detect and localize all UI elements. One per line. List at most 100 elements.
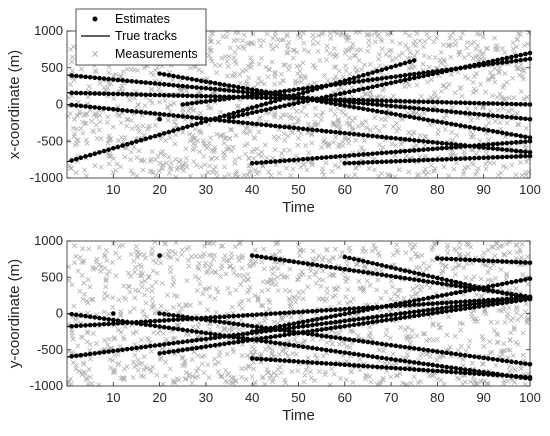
- measurement-mark: [251, 156, 257, 162]
- estimate-point: [180, 114, 186, 119]
- estimate-point: [347, 255, 352, 261]
- estimate-point: [254, 104, 260, 109]
- measurement-mark: [322, 72, 327, 78]
- estimate-point: [194, 345, 199, 351]
- estimate-point: [337, 319, 343, 324]
- measurement-mark: [223, 271, 229, 277]
- measurement-mark: [208, 56, 214, 62]
- estimate-point: [425, 311, 431, 317]
- measurement-mark: [487, 160, 493, 166]
- estimate-point: [337, 130, 343, 135]
- measurement-mark: [462, 165, 468, 171]
- estimate-point: [189, 76, 195, 82]
- estimate-point: [416, 74, 422, 80]
- measurement-mark: [155, 153, 161, 159]
- x-tick-label: 30: [199, 182, 213, 197]
- measurement-mark: [190, 324, 196, 330]
- estimate-point: [254, 109, 260, 115]
- measurement-mark: [350, 41, 356, 47]
- measurement-mark: [133, 248, 139, 254]
- measurement-mark: [505, 347, 511, 353]
- measurement-mark: [518, 255, 524, 260]
- estimate-point: [300, 126, 306, 132]
- estimate-point: [453, 279, 459, 285]
- measurement-mark: [491, 262, 497, 268]
- estimate-point: [263, 95, 269, 101]
- estimate-point: [300, 156, 306, 162]
- estimate-point: [481, 112, 487, 118]
- measurement-mark: [496, 172, 502, 178]
- measurement-mark: [275, 288, 281, 294]
- measurement-mark: [461, 149, 467, 155]
- measurement-mark: [390, 351, 396, 357]
- estimate-point: [277, 341, 283, 346]
- measurement-mark: [68, 46, 74, 52]
- measurement-mark: [294, 351, 300, 357]
- estimate-point: [277, 158, 283, 164]
- measurement-mark: [387, 335, 393, 341]
- estimate-point: [314, 84, 320, 90]
- measurement-mark: [111, 369, 117, 375]
- estimate-point: [509, 259, 514, 265]
- estimate-point: [208, 98, 213, 104]
- estimate-point: [180, 93, 186, 98]
- estimate-point: [421, 312, 426, 317]
- estimate-point: [129, 78, 135, 84]
- measurement-mark: [288, 172, 294, 178]
- estimate-point: [347, 267, 352, 273]
- measurement-mark: [156, 168, 162, 174]
- measurement-mark: [283, 350, 289, 356]
- estimate-point: [277, 89, 283, 95]
- measurement-mark: [376, 253, 382, 259]
- measurement-mark: [284, 50, 290, 56]
- measurement-mark: [442, 126, 448, 132]
- measurement-mark: [215, 323, 221, 329]
- estimate-point: [157, 351, 162, 356]
- measurement-mark: [430, 322, 436, 328]
- estimate-point: [157, 116, 162, 122]
- estimate-point: [523, 51, 528, 57]
- measurement-mark: [87, 284, 93, 290]
- estimate-point: [203, 336, 209, 342]
- estimate-point: [282, 124, 287, 130]
- measurement-mark: [255, 296, 261, 302]
- estimate-point: [323, 155, 329, 160]
- measurement-mark: [118, 120, 124, 126]
- estimate-point: [384, 264, 389, 269]
- measurement-mark: [413, 265, 419, 270]
- measurement-mark: [233, 132, 239, 138]
- measurement-mark: [489, 349, 495, 355]
- measurement-mark: [472, 318, 478, 324]
- estimate-point: [509, 279, 514, 285]
- measurement-mark: [173, 122, 179, 128]
- measurement-mark: [336, 300, 342, 306]
- estimate-point: [296, 126, 301, 131]
- measurement-mark: [402, 327, 408, 333]
- estimate-point: [111, 348, 116, 354]
- estimate-point: [328, 93, 334, 99]
- measurement-mark: [158, 303, 164, 309]
- estimate-point: [342, 350, 348, 355]
- estimate-point: [296, 309, 301, 315]
- estimate-point: [347, 89, 352, 95]
- estimate-point: [430, 146, 436, 152]
- measurement-mark: [291, 47, 297, 53]
- estimate-point: [254, 312, 260, 317]
- estimate-point: [222, 314, 227, 319]
- estimate-point: [157, 111, 162, 117]
- estimate-point: [171, 349, 176, 354]
- estimate-point: [259, 312, 264, 317]
- legend-measurement-x: [92, 51, 98, 57]
- estimate-point: [189, 338, 195, 344]
- estimate-point: [509, 54, 514, 60]
- measurement-mark: [477, 48, 483, 54]
- estimate-point: [323, 83, 329, 88]
- measurement-mark: [474, 168, 480, 174]
- estimate-point: [245, 331, 250, 336]
- measurement-mark: [135, 102, 141, 108]
- estimate-point: [87, 351, 93, 357]
- estimate-point: [73, 103, 79, 108]
- measurement-mark: [464, 40, 470, 46]
- measurement-mark: [473, 316, 479, 322]
- estimate-point: [305, 156, 311, 162]
